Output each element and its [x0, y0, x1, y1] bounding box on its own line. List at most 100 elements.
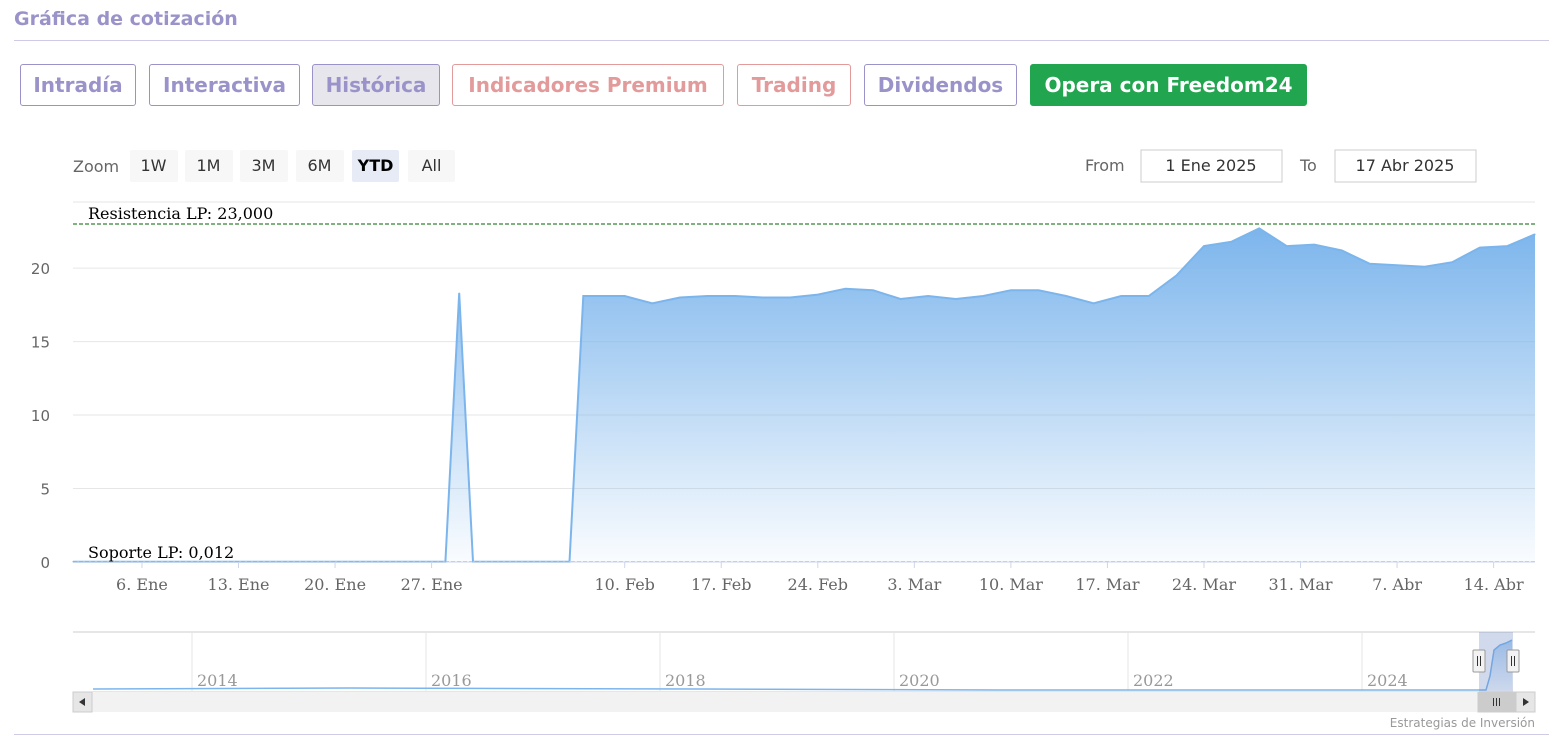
- to-label: To: [1299, 156, 1317, 175]
- scrollbar-track[interactable]: [73, 692, 1535, 712]
- tab-indicadores-premium[interactable]: Indicadores Premium: [452, 64, 724, 106]
- navigator-year-label: 2016: [431, 671, 472, 690]
- navigator-right-handle[interactable]: [1506, 649, 1520, 673]
- data-point-34: [1368, 263, 1371, 265]
- data-point-11: [734, 295, 736, 297]
- x-tick-label: 14. Abr: [1464, 575, 1524, 594]
- zoom-button-label[interactable]: 3M: [252, 156, 276, 175]
- data-point-36: [1424, 266, 1426, 268]
- tab-trading[interactable]: Trading: [737, 64, 851, 106]
- zoom-button-6m[interactable]: [296, 150, 344, 182]
- x-tick-label: 3. Mar: [887, 575, 941, 594]
- x-tick-label: 10. Feb: [594, 575, 654, 594]
- data-point-13: [789, 296, 791, 299]
- data-point-21: [1010, 289, 1012, 291]
- zoom-button-label[interactable]: All: [422, 156, 442, 175]
- x-tick-label: 24. Mar: [1172, 575, 1236, 594]
- navigator-year-label: 2018: [665, 671, 706, 690]
- navigator-year-label: 2024: [1367, 671, 1408, 690]
- data-point-25: [1120, 295, 1122, 297]
- x-tick-label: 7. Abr: [1372, 575, 1422, 594]
- zoom-button-all[interactable]: [408, 150, 455, 182]
- y-tick-label: 5: [40, 481, 50, 499]
- zoom-label: Zoom: [73, 157, 119, 176]
- data-point-19: [955, 298, 957, 300]
- data-point-18: [927, 295, 929, 297]
- data-point-15: [844, 288, 847, 290]
- zoom-button-3m[interactable]: [240, 150, 288, 182]
- navigator-year-label: 2022: [1133, 671, 1174, 690]
- x-tick-label: 20. Ene: [304, 575, 366, 594]
- x-tick-label: 27. Ene: [401, 575, 463, 594]
- x-tick-label: 6. Ene: [116, 575, 168, 594]
- tab-dividendos[interactable]: Dividendos: [864, 64, 1017, 106]
- from-label: From: [1085, 156, 1125, 175]
- data-point-33: [1341, 249, 1343, 252]
- data-point-23: [1065, 295, 1067, 297]
- chart-credits[interactable]: Estrategias de Inversión: [1390, 716, 1535, 730]
- data-point-32: [1313, 244, 1315, 246]
- title-divider: [14, 40, 1549, 41]
- from-date-value[interactable]: 1 Ene 2025: [1165, 156, 1256, 175]
- data-point-40: [1534, 233, 1536, 235]
- data-point-35: [1396, 264, 1398, 266]
- x-tick-label: 13. Ene: [208, 575, 270, 594]
- data-point-26: [1148, 295, 1150, 297]
- data-point-7: [624, 295, 626, 297]
- scroll-left-arrow-icon: [79, 698, 85, 706]
- navigator-series-area: [93, 640, 1512, 690]
- navigator-series-line: [92, 639, 1513, 691]
- zoom-button-label[interactable]: 6M: [308, 156, 332, 175]
- data-point-31: [1286, 245, 1288, 247]
- tab-histórica[interactable]: Histórica: [312, 64, 440, 106]
- data-point-37: [1451, 261, 1453, 263]
- data-point-20: [982, 295, 984, 297]
- data-point-9: [679, 296, 681, 299]
- x-tick-label: 31. Mar: [1268, 575, 1332, 594]
- to-date-value[interactable]: 17 Abr 2025: [1356, 156, 1455, 175]
- data-point-27: [1175, 274, 1177, 277]
- tab-interactiva[interactable]: Interactiva: [149, 64, 300, 106]
- navigator-left-handle[interactable]: [1472, 649, 1486, 673]
- tab-intradía[interactable]: Intradía: [20, 64, 136, 106]
- x-tick-label: 10. Mar: [979, 575, 1043, 594]
- from-date-input[interactable]: [1140, 149, 1283, 183]
- data-point-28: [1203, 245, 1205, 247]
- support-label: Soporte LP: 0,012: [88, 543, 234, 562]
- y-tick-label: 10: [31, 407, 50, 425]
- zoom-button-label[interactable]: YTD: [357, 156, 394, 175]
- navigator-year-label: 2020: [899, 671, 940, 690]
- zoom-button-1m[interactable]: [185, 150, 233, 182]
- data-point-6: [596, 295, 598, 297]
- navigator-year-label: 2014: [197, 671, 238, 690]
- page-title: Gráfica de cotización: [14, 8, 238, 30]
- zoom-button-ytd[interactable]: [352, 150, 399, 182]
- x-tick-label: 24. Feb: [788, 575, 848, 594]
- resistance-label: Resistencia LP: 23,000: [88, 204, 273, 223]
- data-point-10: [706, 295, 709, 297]
- data-point-29: [1231, 241, 1233, 243]
- data-point-38: [1479, 247, 1481, 249]
- zoom-button-1w[interactable]: [130, 150, 178, 182]
- series-area: [73, 228, 1535, 562]
- data-point-22: [1037, 289, 1040, 291]
- data-point-2: [458, 292, 460, 294]
- to-date-input[interactable]: [1334, 149, 1477, 183]
- x-tick-label: 17. Feb: [691, 575, 751, 594]
- y-tick-label: 20: [31, 260, 50, 278]
- tab-opera-con-freedom24[interactable]: Opera con Freedom24: [1030, 64, 1307, 106]
- data-point-17: [899, 298, 902, 300]
- x-tick-label: 17. Mar: [1075, 575, 1139, 594]
- zoom-button-label[interactable]: 1W: [141, 156, 167, 175]
- data-point-16: [872, 289, 874, 291]
- data-point-5: [582, 295, 584, 297]
- data-point-30: [1258, 227, 1260, 229]
- data-point-39: [1506, 245, 1508, 247]
- scroll-right-arrow-icon: [1523, 698, 1529, 706]
- zoom-button-label[interactable]: 1M: [197, 156, 221, 175]
- data-point-12: [762, 296, 764, 299]
- y-tick-label: 0: [40, 554, 50, 572]
- footer-divider: [14, 734, 1549, 735]
- y-tick-label: 15: [31, 334, 50, 352]
